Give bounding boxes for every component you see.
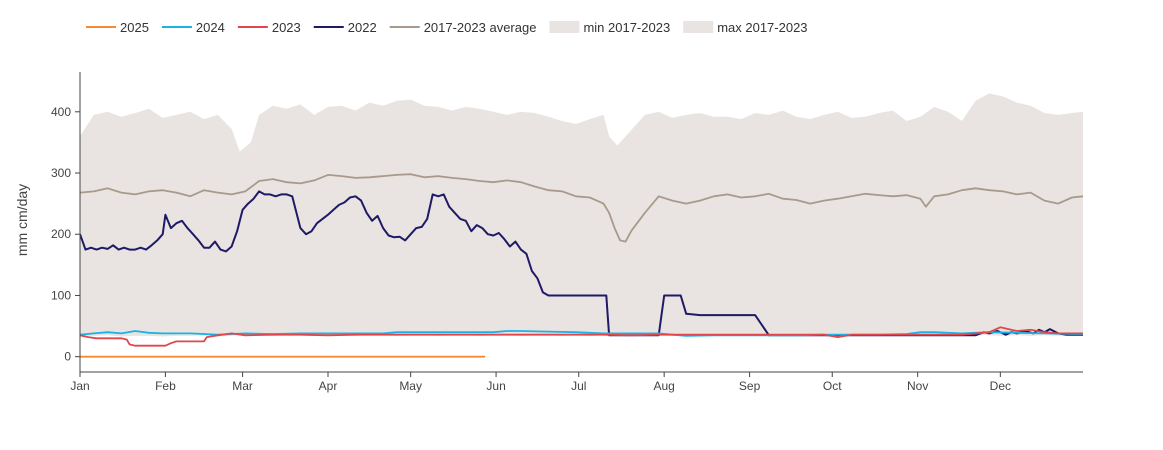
x-tick-label: Apr [319,379,338,393]
band-min-max-2017-2023 [80,93,1083,337]
legend-swatch [683,21,714,33]
x-tick-label: Nov [907,379,928,393]
series-line-2017-2023-average [80,173,1083,243]
legend-label: 2022 [348,20,377,35]
legend-item-2024: 2024 [161,20,225,35]
y-tick-label: 0 [64,350,71,364]
x-tick-label: Aug [653,379,674,393]
legend-item-2022: 2022 [313,20,377,35]
x-tick-label: Jul [571,379,586,393]
legend-label: max 2017-2023 [717,20,807,35]
legend-item-min-2017-2023: min 2017-2023 [549,20,670,35]
plot-area [80,93,1083,358]
legend-item-max-2017-2023: max 2017-2023 [683,20,808,35]
legend-item-2023: 2023 [237,20,301,35]
x-tick-label: Jun [486,379,505,393]
y-tick-label: 200 [51,227,71,241]
axes: 0 100 200 300 400 Jan Feb Mar Apr May Jun Jul Aug Sep… [51,72,1083,393]
legend-label: 2017-2023 average [424,20,537,35]
legend-label: min 2017-2023 [583,20,670,35]
legend-label: 2025 [120,20,149,35]
legend-item-2017-2023-average: 2017-2023 average [389,20,537,35]
y-tick-label: 300 [51,166,71,180]
series-line-2023 [80,326,1083,347]
y-axis-title: mm cm/day [14,184,30,256]
x-tick-label: Mar [232,379,253,393]
x-tick-label: Feb [155,379,176,393]
x-tick-label: May [399,379,422,393]
series-line-2024 [80,330,1083,337]
x-tick-label: Dec [990,379,1011,393]
legend-label: 2024 [196,20,225,35]
y-tick-label: 400 [51,105,71,119]
x-tick-label: Oct [823,379,842,393]
legend: 2025 2024 2023 2022 2017-2023 average min 201… [86,20,808,35]
x-tick-label: Sep [739,379,761,393]
legend-item-2025: 2025 [86,20,149,35]
legend-swatch [549,21,580,33]
x-tick-label: Jan [70,379,89,393]
y-tick-label: 100 [51,288,71,302]
legend-label: 2023 [272,20,301,35]
